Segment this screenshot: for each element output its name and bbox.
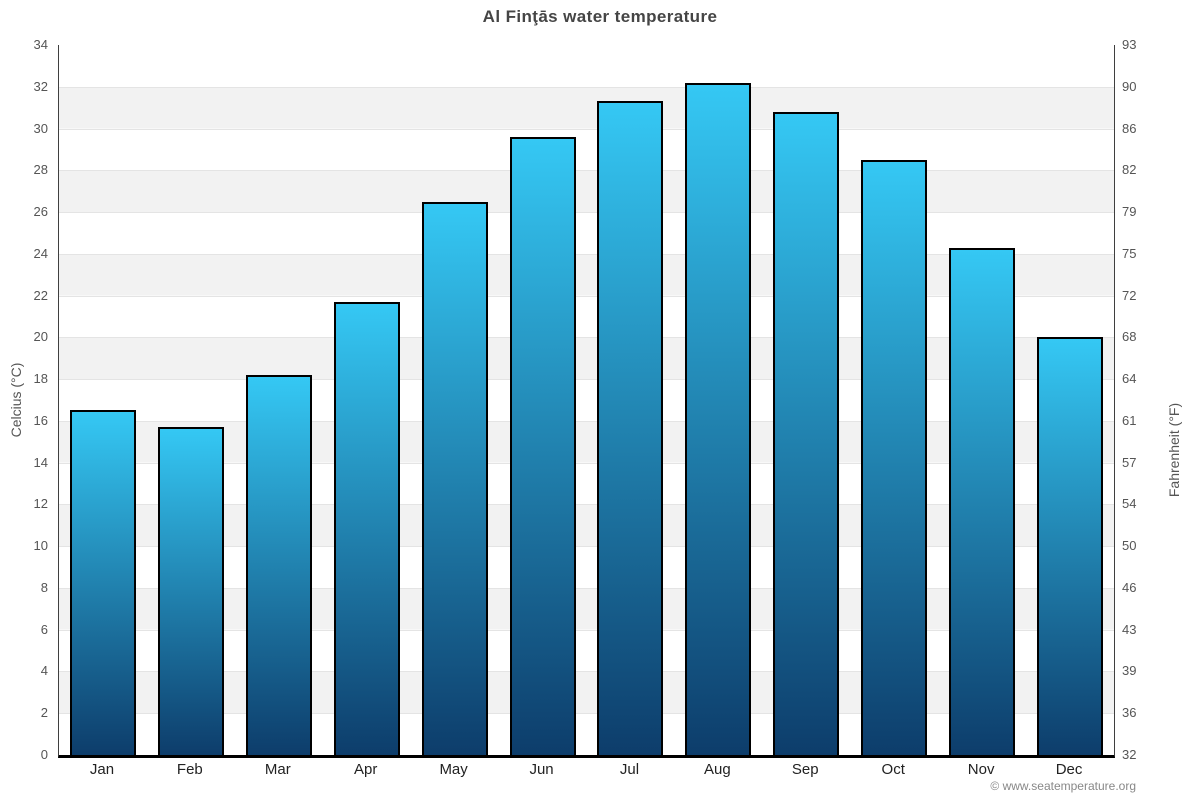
month-label-dec: Dec bbox=[1055, 761, 1083, 778]
celsius-tick-label-8: 8 bbox=[40, 579, 48, 595]
celsius-tick-label-16: 16 bbox=[33, 412, 48, 428]
celsius-tick-label-30: 30 bbox=[33, 120, 48, 136]
celsius-tick-label-18: 18 bbox=[33, 371, 48, 387]
bar-apr bbox=[333, 301, 400, 755]
fahrenheit-tick-label-79: 79 bbox=[1122, 204, 1137, 220]
bar-jan bbox=[69, 410, 136, 755]
fahrenheit-tick-label-36: 36 bbox=[1122, 705, 1137, 721]
fahrenheit-tick-label-57: 57 bbox=[1122, 454, 1137, 470]
gridline-2 bbox=[59, 713, 1114, 715]
gridline-30 bbox=[59, 128, 1114, 130]
month-label-jan: Jan bbox=[89, 761, 115, 778]
fahrenheit-tick-label-72: 72 bbox=[1122, 287, 1137, 303]
gridline-18 bbox=[59, 379, 1114, 381]
bar-dec bbox=[1037, 337, 1104, 755]
month-label-mar: Mar bbox=[264, 761, 291, 778]
fahrenheit-tick-label-46: 46 bbox=[1122, 579, 1137, 595]
month-label-oct: Oct bbox=[881, 761, 905, 778]
celsius-tick-label-20: 20 bbox=[33, 329, 48, 345]
fahrenheit-tick-label-75: 75 bbox=[1122, 245, 1137, 261]
fahrenheit-tick-label-68: 68 bbox=[1122, 329, 1137, 345]
bar-jul bbox=[597, 101, 664, 755]
bar-oct bbox=[861, 159, 928, 755]
celsius-tick-label-28: 28 bbox=[33, 162, 48, 178]
fahrenheit-tick-label-50: 50 bbox=[1122, 538, 1137, 554]
month-label-aug: Aug bbox=[704, 761, 731, 778]
celsius-tick-label-26: 26 bbox=[33, 204, 48, 220]
celsius-tick-label-32: 32 bbox=[33, 78, 48, 94]
celsius-tick-label-10: 10 bbox=[33, 538, 48, 554]
gridline-10 bbox=[59, 546, 1114, 548]
fahrenheit-tick-label-82: 82 bbox=[1122, 162, 1137, 178]
celsius-tick-label-12: 12 bbox=[33, 496, 48, 512]
fahrenheit-tick-label-90: 90 bbox=[1122, 78, 1137, 94]
gridline-24 bbox=[59, 253, 1114, 255]
celsius-tick-label-2: 2 bbox=[40, 705, 48, 721]
gridline-28 bbox=[59, 170, 1114, 172]
month-label-jul: Jul bbox=[619, 761, 640, 778]
celsius-tick-label-22: 22 bbox=[33, 287, 48, 303]
gridline-6 bbox=[59, 629, 1114, 631]
bar-may bbox=[421, 201, 488, 755]
gridline-8 bbox=[59, 587, 1114, 589]
gridline-12 bbox=[59, 504, 1114, 506]
celsius-tick-label-6: 6 bbox=[40, 621, 48, 637]
fahrenheit-tick-label-93: 93 bbox=[1122, 37, 1137, 52]
chart-title: Al Finţās water temperature bbox=[482, 7, 718, 26]
gridline-26 bbox=[59, 212, 1114, 214]
bar-sep bbox=[773, 111, 840, 755]
month-label-feb: Feb bbox=[176, 761, 203, 778]
bar-nov bbox=[949, 247, 1016, 755]
month-label-nov: Nov bbox=[967, 761, 995, 778]
fahrenheit-tick-label-54: 54 bbox=[1122, 496, 1137, 512]
celsius-tick-label-0: 0 bbox=[40, 747, 48, 762]
fahrenheit-tick-label-86: 86 bbox=[1122, 120, 1137, 136]
bar-feb bbox=[157, 427, 224, 755]
celsius-tick-label-24: 24 bbox=[33, 245, 48, 261]
bar-jun bbox=[509, 136, 576, 755]
gridline-20 bbox=[59, 337, 1114, 339]
plot-area bbox=[58, 45, 1115, 758]
gridline-32 bbox=[59, 86, 1114, 88]
fahrenheit-tick-label-64: 64 bbox=[1122, 371, 1137, 387]
fahrenheit-tick-label-61: 61 bbox=[1122, 412, 1137, 428]
gridline-16 bbox=[59, 420, 1114, 422]
gridline-22 bbox=[59, 295, 1114, 297]
attribution-text: © www.seatemperature.org bbox=[990, 779, 1136, 793]
month-label-sep: Sep bbox=[791, 761, 819, 778]
celsius-tick-label-4: 4 bbox=[40, 663, 48, 679]
month-label-may: May bbox=[439, 761, 468, 778]
fahrenheit-tick-label-32: 32 bbox=[1122, 747, 1137, 762]
month-label-jun: Jun bbox=[529, 761, 554, 778]
gridline-4 bbox=[59, 671, 1114, 673]
gridline-14 bbox=[59, 462, 1114, 464]
celsius-tick-label-14: 14 bbox=[33, 454, 48, 470]
right-axis-title: Fahrenheit (°F) bbox=[1166, 402, 1182, 498]
bar-mar bbox=[245, 374, 312, 755]
fahrenheit-tick-label-43: 43 bbox=[1122, 621, 1137, 637]
celsius-tick-label-34: 34 bbox=[33, 37, 48, 52]
month-label-apr: Apr bbox=[354, 761, 378, 778]
bar-aug bbox=[685, 82, 752, 755]
fahrenheit-tick-label-39: 39 bbox=[1122, 663, 1137, 679]
